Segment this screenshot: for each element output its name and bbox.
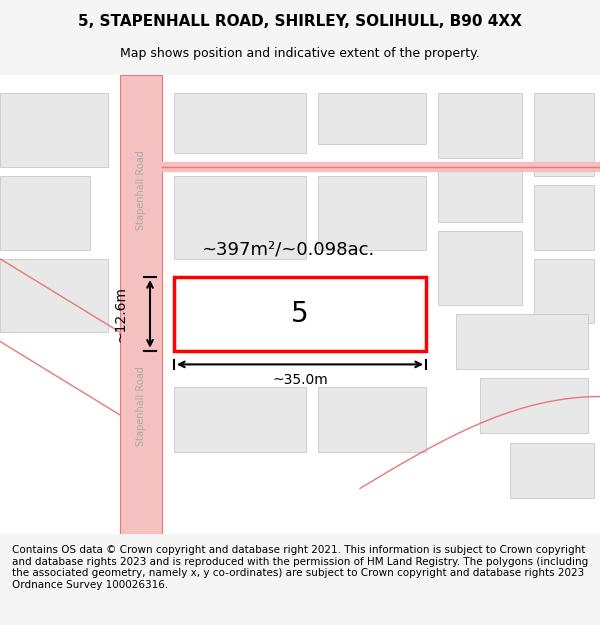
Bar [534, 93, 594, 176]
Text: Stapenhall Road: Stapenhall Road [136, 150, 146, 230]
Bar [174, 176, 306, 259]
Text: 5, STAPENHALL ROAD, SHIRLEY, SOLIHULL, B90 4XX: 5, STAPENHALL ROAD, SHIRLEY, SOLIHULL, B… [78, 14, 522, 29]
Text: ~397m²/~0.098ac.: ~397m²/~0.098ac. [202, 241, 374, 259]
Bar [534, 185, 594, 249]
Bar [534, 259, 594, 323]
Text: Stapenhall Road: Stapenhall Road [136, 366, 146, 446]
Bar [480, 378, 588, 433]
Text: Contains OS data © Crown copyright and database right 2021. This information is : Contains OS data © Crown copyright and d… [12, 545, 588, 590]
Bar [318, 388, 426, 452]
Bar [174, 388, 306, 452]
Bar [120, 75, 162, 534]
Bar [438, 93, 522, 158]
Text: Map shows position and indicative extent of the property.: Map shows position and indicative extent… [120, 48, 480, 61]
Bar [0, 93, 108, 167]
Bar [438, 231, 522, 304]
Bar [456, 314, 588, 369]
Text: ~12.6m: ~12.6m [113, 286, 127, 342]
Text: 5: 5 [291, 300, 309, 328]
Bar [318, 176, 426, 249]
Bar [318, 93, 426, 144]
Bar [438, 167, 522, 222]
Bar [0, 176, 90, 249]
Bar [510, 442, 594, 498]
Text: ~35.0m: ~35.0m [272, 374, 328, 388]
Bar [174, 277, 426, 351]
Bar [174, 93, 306, 153]
Bar [0, 259, 108, 332]
